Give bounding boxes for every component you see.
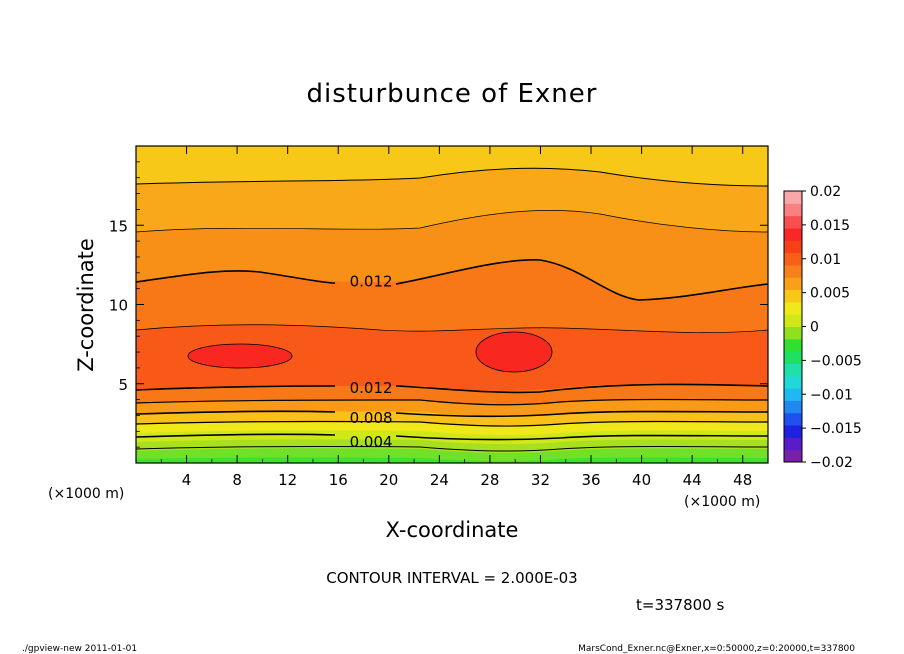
colorbar-bin-9 [784, 338, 802, 352]
colorbar-bin-11 [784, 314, 802, 327]
x-tick-label-5: 24 [430, 471, 449, 489]
colorbar-bin-8 [784, 351, 802, 364]
colorbar-label-7: −0.015 [810, 421, 862, 437]
colorbar-bin-0 [784, 449, 802, 463]
y-axis-label: Z-coordinate [74, 238, 98, 372]
colorbar-bin-16 [784, 252, 802, 266]
y-tick-label-0: 5 [118, 376, 128, 394]
y-tick-label-2: 15 [109, 217, 128, 235]
x-tick-label-4: 20 [379, 471, 398, 489]
colorbar-bin-7 [784, 363, 802, 377]
x-axis-ticks: 4 8 12 16 20 24 28 32 36 40 44 48 [160, 146, 752, 489]
x-tick-label-9: 40 [632, 471, 651, 489]
y-tick-label-1: 10 [109, 297, 128, 315]
contour-label-layer: 0.012 0.012 0.008 0.004 [350, 273, 393, 451]
colorbar-label-2: 0.01 [810, 252, 841, 268]
colorbar-label-3: 0.005 [810, 286, 850, 302]
colorbar-bin-21 [784, 191, 802, 204]
x-tick-label-7: 32 [531, 471, 550, 489]
colorbar-label-4: 0 [810, 320, 819, 336]
chart-title: disturbunce of Exner [307, 79, 598, 109]
colorbar-label-0: 0.02 [810, 184, 841, 200]
x-tick-label-8: 36 [581, 471, 600, 489]
colorbar-bin-2 [784, 425, 802, 438]
colorbar-bin-6 [784, 375, 802, 389]
x-axis-label: X-coordinate [386, 518, 519, 542]
colorbar-labels: 0.02 0.015 0.01 0.005 0 −0.005 −0.01 −0.015 −0.0… [802, 184, 862, 471]
time-label: t=337800 s [636, 596, 724, 614]
colorbar-bin-14 [784, 277, 802, 291]
colorbar-bin-17 [784, 240, 802, 254]
y-axis-ticks: 5 10 15 [109, 161, 768, 448]
footer-left: ./gpview-new 2011-01-01 [22, 644, 137, 654]
footer-right: MarsCond_Exner.nc@Exner,x=0:50000,z=0:20… [578, 644, 855, 654]
colorbar-label-5: −0.005 [810, 353, 862, 369]
colorbar-label-8: −0.02 [810, 455, 853, 471]
colorbar-bin-4 [784, 400, 802, 414]
colorbar-bin-3 [784, 412, 802, 426]
contour-label-0: 0.012 [350, 273, 393, 291]
colorbar-bin-12 [784, 301, 802, 315]
colorbar-bin-1 [784, 437, 802, 451]
x-unit-right: (×1000 m) [684, 494, 760, 510]
colorbar-bin-13 [784, 289, 802, 303]
colorbar-bin-15 [784, 264, 802, 278]
x-unit-left: (×1000 m) [48, 486, 124, 502]
max-cell-left [187, 343, 293, 369]
colorbar-bin-19 [784, 215, 802, 229]
x-tick-label-10: 44 [683, 471, 702, 489]
x-tick-label-0: 4 [182, 471, 192, 489]
contour-interval: CONTOUR INTERVAL = 2.000E-03 [326, 569, 577, 587]
contour-label-1: 0.012 [350, 379, 393, 397]
colorbar-label-1: 0.015 [810, 218, 850, 234]
max-cell-right [475, 331, 553, 373]
x-tick-label-1: 8 [232, 471, 242, 489]
colorbar-bin-10 [784, 326, 802, 340]
x-tick-label-2: 12 [278, 471, 297, 489]
contour-label-3: 0.004 [350, 433, 393, 451]
x-tick-label-11: 48 [733, 471, 752, 489]
colorbar-label-6: −0.01 [810, 387, 853, 403]
colorbar-bin-18 [784, 227, 802, 241]
band-12 [136, 457, 768, 463]
x-tick-label-3: 16 [329, 471, 348, 489]
colorbar-bin-5 [784, 388, 802, 401]
colorbar-bin-20 [784, 203, 802, 217]
plot-area [136, 146, 768, 463]
colorbar [783, 190, 803, 463]
x-tick-label-6: 28 [480, 471, 499, 489]
contour-lines [136, 167, 768, 452]
contour-label-2: 0.008 [350, 409, 393, 427]
